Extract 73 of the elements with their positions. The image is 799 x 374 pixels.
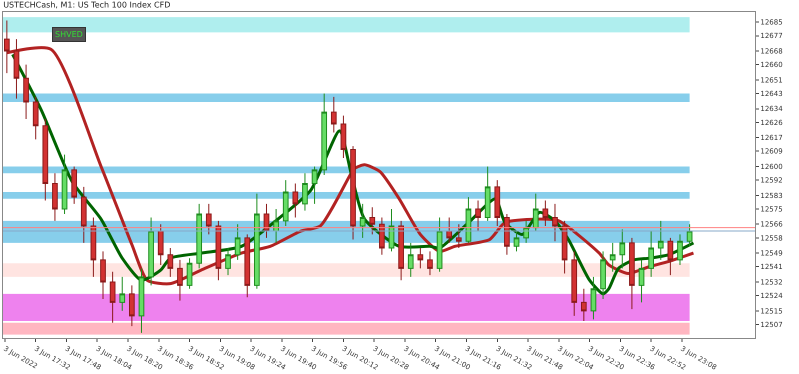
candlestick [571,250,578,316]
candlestick [177,259,183,302]
candlestick [484,166,491,222]
candlestick [514,230,520,252]
candlestick [398,220,404,281]
candlestick [4,20,10,74]
candlestick [225,248,231,276]
candlestick [686,224,692,247]
candlestick [600,250,606,300]
candlestick [475,200,481,232]
candlestick [677,234,683,266]
candlestick [629,237,635,310]
candlestick [340,115,346,159]
candlestick [590,276,596,320]
candlestick [436,216,442,272]
candlestick [504,214,510,256]
candlestick [129,284,135,327]
candlestick [254,193,260,290]
candlestick [330,96,337,134]
candlestick [638,259,644,303]
candlestick [234,224,240,260]
candlestick [244,234,250,298]
candlestick [206,203,212,235]
candlestick [32,96,39,140]
candlestick [62,154,68,215]
candlestick [110,271,116,324]
candlestick [158,224,164,266]
candlestick [388,208,394,252]
candlestick [619,228,626,269]
candlestick [369,206,376,235]
candlestick [148,216,154,286]
candlestick [100,250,106,300]
candlestick [23,64,29,120]
candlestick [264,203,270,238]
candlestick [456,224,462,249]
candlestick [321,93,328,176]
candlestick [427,250,433,276]
candlestick [138,268,144,334]
candlestick [466,196,472,244]
candlestick [408,242,414,278]
candlestick [71,166,78,204]
candlestick [196,203,202,269]
candlestick [648,230,654,278]
candlestick [542,200,548,226]
candlestick [658,220,664,260]
candlestick [360,203,366,238]
candlestick [167,248,174,278]
chart-title: USTECHCash, M1: US Tech 100 Index CFD [3,0,170,10]
candlestick [42,118,48,201]
candlestick [14,38,20,100]
candlestick [292,182,298,218]
candlestick [52,172,58,222]
candlestick [668,237,674,276]
candlestick [119,276,126,312]
candlestick [552,203,558,242]
candlestick [350,146,356,240]
candlestick [417,248,424,269]
candlestick [273,208,279,244]
candlestick [302,172,308,212]
candlestick [90,216,96,278]
candlestick [186,258,192,290]
candlestick [216,220,222,281]
candlestick [494,180,500,226]
candlestick [532,193,539,232]
annotation: SHVED [55,30,83,39]
candlestick [312,166,318,204]
candlestick [580,288,587,322]
candlestick [610,242,616,272]
candlestick [379,216,385,256]
candlestick [446,216,452,244]
candlestick [282,180,289,226]
candlestick [80,186,87,244]
candlestick [562,220,568,274]
